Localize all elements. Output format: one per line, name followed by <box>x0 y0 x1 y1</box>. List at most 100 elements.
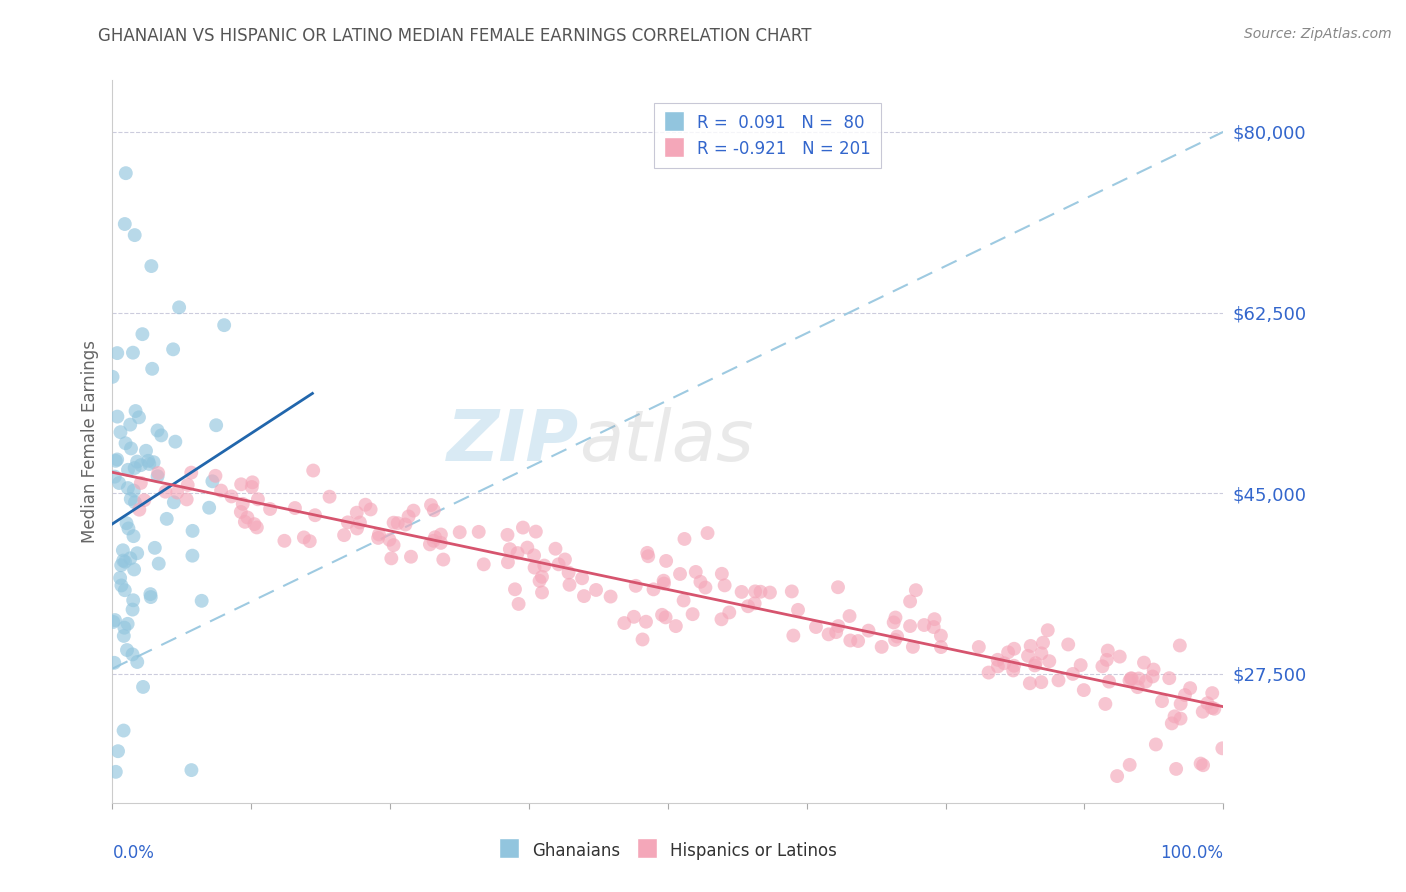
Point <box>780 584 803 599</box>
Point <box>115 516 138 531</box>
Point <box>259 502 281 516</box>
Point <box>557 566 579 580</box>
Point <box>1159 671 1181 685</box>
Point <box>117 463 139 477</box>
Point <box>512 520 534 534</box>
Point <box>531 585 554 599</box>
Point <box>124 495 146 509</box>
Point <box>1197 696 1219 710</box>
Point <box>387 516 409 531</box>
Point <box>449 525 471 540</box>
Point <box>1170 712 1192 726</box>
Point <box>1070 658 1092 673</box>
Point <box>924 612 946 626</box>
Point <box>117 521 139 535</box>
Point <box>696 526 718 541</box>
Point <box>1073 683 1095 698</box>
Point <box>114 166 136 180</box>
Point <box>134 493 156 508</box>
Point <box>1094 697 1116 711</box>
Point <box>1191 705 1213 719</box>
Point <box>624 579 647 593</box>
Point <box>114 583 136 598</box>
Point <box>156 512 179 526</box>
Point <box>1121 672 1143 686</box>
Point <box>1057 637 1080 651</box>
Point <box>912 618 935 632</box>
Point <box>922 620 945 634</box>
Point <box>124 461 146 475</box>
Point <box>858 624 880 638</box>
Point <box>430 536 453 550</box>
Point <box>1108 649 1130 664</box>
Point <box>141 361 163 376</box>
Point <box>115 643 138 657</box>
Point <box>654 610 676 624</box>
Point <box>1062 667 1084 681</box>
Point <box>1036 624 1059 638</box>
Point <box>201 475 224 489</box>
Point <box>167 301 190 315</box>
Point <box>652 574 675 588</box>
Point <box>554 552 576 566</box>
Point <box>673 532 696 546</box>
Point <box>613 615 636 630</box>
Point <box>180 763 202 777</box>
Point <box>631 632 654 647</box>
Point <box>636 546 658 560</box>
Point <box>166 485 188 500</box>
Point <box>713 578 735 592</box>
Text: atlas: atlas <box>579 407 754 476</box>
Point <box>129 475 152 490</box>
Point <box>246 492 269 507</box>
Point <box>120 491 142 506</box>
Point <box>1166 762 1188 776</box>
Point <box>1204 702 1226 716</box>
Point <box>120 551 142 566</box>
Point <box>516 541 538 555</box>
Point <box>529 574 551 588</box>
Point <box>637 549 659 564</box>
Point <box>1091 659 1114 673</box>
Point <box>181 549 204 563</box>
Point <box>472 558 495 572</box>
Point <box>1032 636 1054 650</box>
Point <box>349 516 371 530</box>
Point <box>1135 674 1157 689</box>
Point <box>142 455 165 469</box>
Point <box>1163 709 1185 723</box>
Point <box>884 610 907 624</box>
Point <box>730 585 752 599</box>
Point <box>1201 701 1223 715</box>
Point <box>1002 664 1025 678</box>
Point <box>651 607 673 622</box>
Point <box>368 527 391 541</box>
Point <box>284 501 307 516</box>
Point <box>1031 675 1053 690</box>
Point <box>744 584 766 599</box>
Point <box>825 625 848 640</box>
Point <box>901 640 924 654</box>
Point <box>827 619 849 633</box>
Point <box>524 524 547 539</box>
Point <box>695 581 717 595</box>
Point <box>1174 688 1197 702</box>
Point <box>402 503 425 517</box>
Point <box>1031 646 1053 660</box>
Point <box>110 558 132 573</box>
Point <box>367 531 389 545</box>
Point <box>689 574 711 589</box>
Point <box>886 630 908 644</box>
Point <box>744 596 766 610</box>
Point <box>898 594 921 608</box>
Point <box>243 517 266 532</box>
Point <box>108 571 131 585</box>
Point <box>572 589 595 603</box>
Point <box>354 498 377 512</box>
Point <box>209 483 232 498</box>
Point <box>382 538 405 552</box>
Point <box>107 744 129 758</box>
Point <box>333 528 356 542</box>
Point <box>883 615 905 630</box>
Point <box>1019 639 1042 653</box>
